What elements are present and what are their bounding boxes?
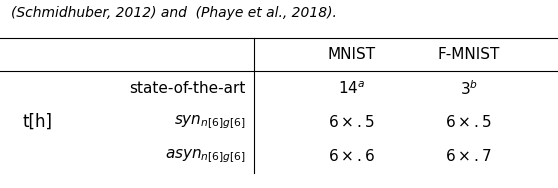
Text: $asyn_{n[6]g[6]}$: $asyn_{n[6]g[6]}$ [165,147,246,165]
Text: (Schmidhuber, 2012) and  (Phaye et al., 2018).: (Schmidhuber, 2012) and (Phaye et al., 2… [11,6,337,20]
Text: $6 \times .5$: $6 \times .5$ [328,114,375,130]
Text: F-MNIST: F-MNIST [437,47,500,62]
Text: $syn_{n[6]g[6]}$: $syn_{n[6]g[6]}$ [174,113,246,131]
Text: $3^{b}$: $3^{b}$ [460,79,478,98]
Text: t[h]: t[h] [22,113,52,131]
Text: state-of-the-art: state-of-the-art [129,81,246,96]
Text: $6 \times .5$: $6 \times .5$ [445,114,492,130]
Text: MNIST: MNIST [328,47,376,62]
Text: $14^{a}$: $14^{a}$ [338,80,365,97]
Text: $6 \times .6$: $6 \times .6$ [328,148,375,164]
Text: $6 \times .7$: $6 \times .7$ [445,148,492,164]
